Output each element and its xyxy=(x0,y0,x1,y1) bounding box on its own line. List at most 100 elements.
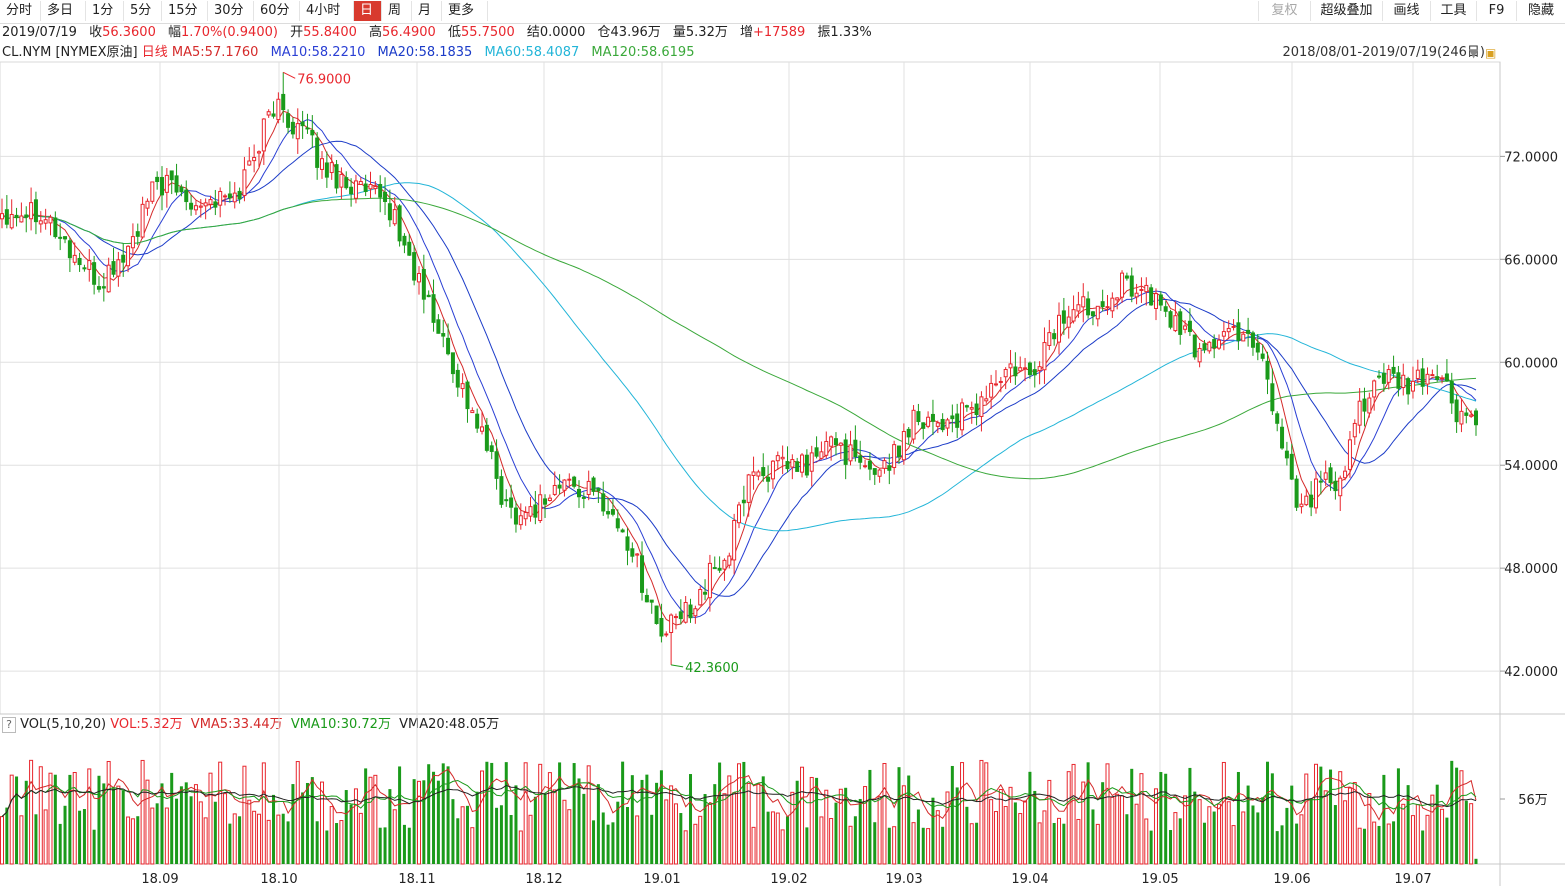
candle-body xyxy=(1139,289,1144,292)
candle-body xyxy=(475,413,480,429)
volume-bar xyxy=(48,772,53,865)
candle-body xyxy=(43,219,48,224)
candle-body xyxy=(174,175,179,193)
candle-body xyxy=(1469,414,1474,417)
candle-body xyxy=(193,205,198,211)
candle-body xyxy=(126,245,131,267)
candle-body xyxy=(761,467,766,477)
candle-body xyxy=(518,515,523,526)
period-tab-5min[interactable]: 5分 xyxy=(124,1,162,21)
volume-bar xyxy=(533,796,537,864)
volume-bar xyxy=(736,763,742,865)
candle-body xyxy=(77,257,82,266)
candle-body xyxy=(92,262,97,285)
candle-body xyxy=(853,439,858,458)
draw-line-button[interactable]: 画线 xyxy=(1382,1,1430,21)
candle-body xyxy=(1008,363,1013,369)
candle-body xyxy=(717,567,722,571)
super-overlay-button[interactable]: 超级叠加 xyxy=(1310,1,1382,21)
help-icon[interactable]: ? xyxy=(2,717,16,733)
volume-bar xyxy=(1280,825,1284,864)
period-tab-4hour[interactable]: 4小时 xyxy=(300,1,354,21)
period-tab-fenshi[interactable]: 分时 xyxy=(0,1,41,21)
candle-body xyxy=(1187,320,1192,333)
period-tab-multiday[interactable]: 多日 xyxy=(41,1,86,21)
candle-body xyxy=(1197,347,1202,363)
candle-body xyxy=(795,461,800,472)
volume-bar xyxy=(305,782,309,864)
ma120-line xyxy=(1,197,1477,480)
candle-body xyxy=(751,471,756,476)
volume-bar xyxy=(993,811,998,865)
candle-body xyxy=(1294,478,1299,508)
candle-body xyxy=(974,403,979,416)
volume-bar xyxy=(1115,793,1120,865)
lock-icon[interactable]: ▣ xyxy=(1485,46,1497,60)
candle-body xyxy=(775,455,780,462)
volume-bar xyxy=(1319,766,1323,864)
volume-bar xyxy=(19,815,24,865)
volume-bar xyxy=(969,823,974,865)
candle-body xyxy=(1275,413,1280,424)
volume-bar xyxy=(567,809,572,865)
volume-bar xyxy=(770,811,775,865)
period-tab-60min[interactable]: 60分 xyxy=(254,1,300,21)
volume-bar xyxy=(1231,825,1236,865)
candle-body xyxy=(349,186,354,195)
settle-label: 结 xyxy=(526,25,540,40)
hide-button[interactable]: 隐藏 xyxy=(1516,1,1565,21)
period-tab-more[interactable]: 更多 xyxy=(442,1,488,21)
candle-body xyxy=(1280,426,1285,449)
period-toolbar: 分时 多日 1分 5分 15分 30分 60分 4小时 日 周 月 更多 复权 … xyxy=(0,0,1565,24)
candle-body xyxy=(130,236,135,249)
volume-bars xyxy=(0,759,1478,865)
volume-bar xyxy=(848,825,853,865)
period-tab-day[interactable]: 日 xyxy=(354,1,382,21)
candle-body xyxy=(441,333,446,337)
volume-bar xyxy=(1386,823,1391,865)
volume-bar xyxy=(1464,800,1468,864)
candle-body xyxy=(465,381,470,410)
candle-body xyxy=(736,504,742,524)
candle-body xyxy=(940,418,945,431)
volume-bar xyxy=(921,827,925,864)
candle-body xyxy=(300,121,305,127)
candle-body xyxy=(1246,329,1251,334)
candle-body xyxy=(160,177,165,196)
candle-body xyxy=(688,604,693,619)
vol-value: 5.32万 xyxy=(685,25,728,40)
volume-bar xyxy=(68,774,72,864)
volume-bar xyxy=(805,827,809,864)
volume-bar xyxy=(286,821,290,864)
candle-body xyxy=(824,440,829,456)
candle-body xyxy=(1207,341,1212,352)
volume-bar xyxy=(1430,794,1435,865)
tools-button[interactable]: 工具 xyxy=(1430,1,1476,21)
candle-body xyxy=(1052,333,1057,340)
candle-body xyxy=(368,183,373,190)
period-tab-1min[interactable]: 1分 xyxy=(86,1,124,21)
candle-body xyxy=(1415,369,1420,379)
volume-bar xyxy=(664,799,669,865)
close-label: 收 xyxy=(89,25,103,40)
period-tab-30min[interactable]: 30分 xyxy=(208,1,254,21)
candle-body xyxy=(1120,272,1125,298)
adjust-button[interactable]: 复权 xyxy=(1258,1,1310,21)
period-tab-15min[interactable]: 15分 xyxy=(162,1,208,21)
volume-bar xyxy=(1071,763,1076,865)
volume-bar xyxy=(916,809,920,864)
volume-bar xyxy=(504,762,508,864)
candle-body xyxy=(935,422,940,427)
candle-body xyxy=(586,480,591,495)
candle-body xyxy=(480,426,485,432)
volume-bar xyxy=(834,802,838,864)
candle-body xyxy=(897,445,902,458)
period-tab-month[interactable]: 月 xyxy=(412,1,442,21)
f9-button[interactable]: F9 xyxy=(1476,1,1516,21)
volume-bar xyxy=(543,793,547,864)
volume-bar xyxy=(1474,858,1478,864)
period-tab-week[interactable]: 周 xyxy=(382,1,412,21)
volume-bar xyxy=(320,781,325,865)
dropdown-triangle-icon[interactable]: ▼ xyxy=(1469,46,1479,60)
